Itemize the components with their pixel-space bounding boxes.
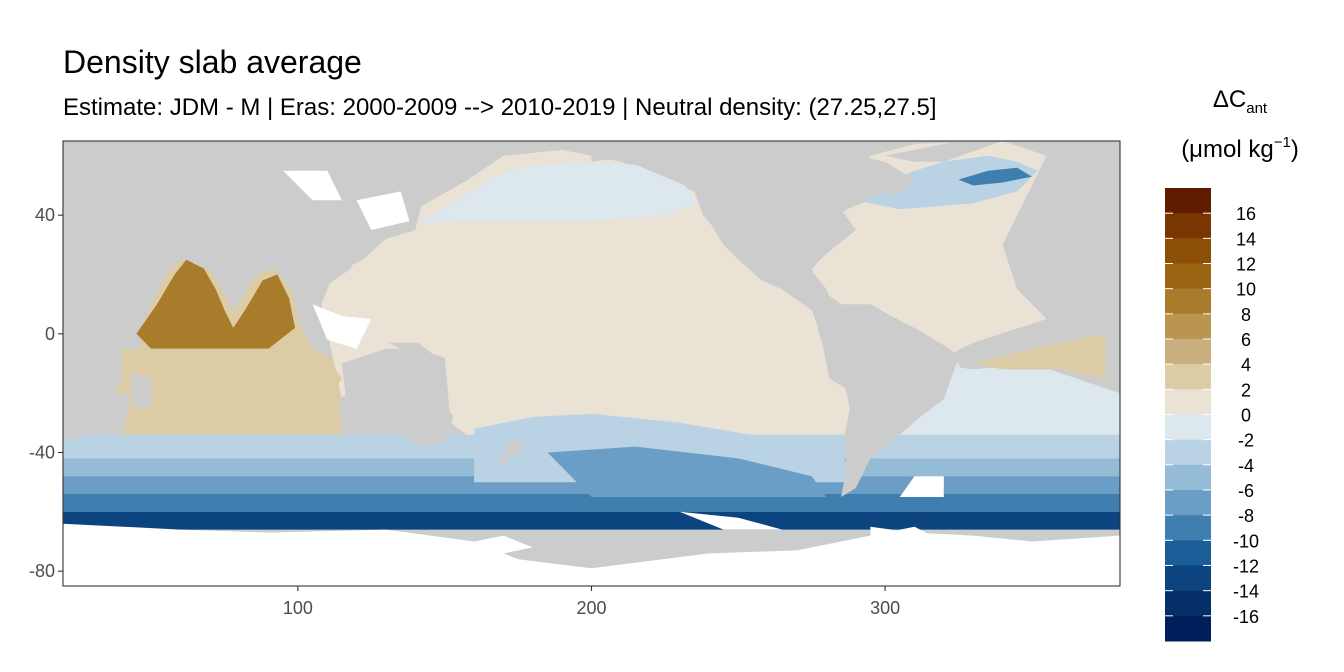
colorbar-tick-label: 12 [1236, 255, 1256, 275]
north-atlantic-subpolar [855, 155, 1038, 210]
y-tick-label: -80 [29, 561, 55, 581]
colorbar-tick-label: -8 [1238, 506, 1254, 526]
antarctic-nodata [63, 523, 1120, 586]
south-pacific-deep [547, 446, 827, 497]
x-tick-label: 100 [283, 598, 313, 618]
colorbar-tick-label: 14 [1236, 229, 1256, 249]
colorbar-tick-label: -2 [1238, 431, 1254, 451]
north-atlantic-deep-blue [958, 167, 1032, 186]
legend-title-unit: (μmol kg−1) [1181, 134, 1299, 163]
colorbar-swatch [1165, 565, 1211, 592]
atlantic-ocean [811, 141, 1120, 441]
new-guinea [388, 342, 445, 364]
colorbar-tick-label: -12 [1233, 557, 1259, 577]
north-pacific-subpolar [415, 161, 698, 225]
colorbar-tick-label: 8 [1241, 305, 1251, 325]
southern-ocean-band-4 [63, 511, 1120, 530]
tropical-indian [107, 348, 342, 400]
colorbar-tick-label: -10 [1233, 531, 1259, 551]
colorbar-tick-label: 2 [1241, 380, 1251, 400]
legend-title-variable: ΔCant [1212, 86, 1268, 117]
colorbar-swatch [1165, 238, 1211, 264]
colorbar-tick-label: 0 [1241, 406, 1251, 426]
nodata-patch-6 [899, 476, 944, 497]
nodata-patch-4 [679, 511, 783, 530]
colorbar-tick-label: -16 [1233, 607, 1259, 627]
y-tick-label: 0 [45, 324, 55, 344]
new-zealand [491, 437, 527, 471]
colorbar-tick-label: 6 [1241, 330, 1251, 350]
colorbar-swatch [1165, 490, 1211, 516]
colorbar-swatch [1165, 288, 1211, 315]
colorbar-swatch [1165, 615, 1211, 642]
colorbar-tick-label: 16 [1236, 204, 1256, 224]
nodata-patch-0 [283, 170, 342, 201]
colorbar-swatch [1165, 389, 1211, 415]
north-america [591, 141, 915, 311]
y-tick-label: 40 [35, 205, 55, 225]
colorbar-tick-label: 4 [1241, 355, 1251, 375]
southern-ocean-band-3 [63, 494, 1120, 512]
colorbar-swatch [1165, 439, 1211, 466]
australia [339, 366, 454, 447]
colorbar-swatch [1165, 590, 1211, 617]
colorbar-swatch [1165, 515, 1211, 541]
colorbar-tick-label: -4 [1238, 456, 1254, 476]
nodata-patch-2 [312, 304, 372, 349]
colorbar-swatch [1165, 464, 1211, 491]
tropical-atlantic [973, 333, 1106, 379]
pacific-ocean [321, 149, 856, 441]
nodata-patch-3 [474, 535, 533, 554]
nodata-patch-5 [870, 526, 1120, 557]
nodata-patch-1 [356, 191, 410, 230]
x-tick-label: 200 [576, 598, 606, 618]
colorbar-tick-label: 10 [1236, 280, 1256, 300]
chart-title: Density slab average [63, 44, 362, 80]
colorbar-swatch [1165, 188, 1211, 214]
colorbar-swatch [1165, 540, 1211, 566]
map-axes: 40 0 -40 -80 100 200 300 [29, 140, 1121, 618]
chart-subtitle: Estimate: JDM - M | Eras: 2000-2009 --> … [63, 94, 937, 121]
africa [63, 230, 154, 441]
x-tick-label: 300 [870, 598, 900, 618]
arabian-sea-bay-of-bengal [136, 259, 295, 349]
colorbar-tick-label: -14 [1233, 582, 1259, 602]
colorbar-swatch [1165, 213, 1211, 239]
colorbar-swatch [1165, 414, 1211, 441]
colorbar-swatch [1165, 364, 1211, 390]
colorbar-swatch [1165, 263, 1211, 290]
y-tick-label: -40 [29, 443, 55, 463]
colorbar-swatch [1165, 339, 1211, 365]
south-america [817, 304, 959, 497]
colorbar-swatch [1165, 313, 1211, 340]
greenland [885, 141, 1003, 162]
madagascar [130, 372, 152, 408]
colorbar-tick-label: -6 [1238, 481, 1254, 501]
